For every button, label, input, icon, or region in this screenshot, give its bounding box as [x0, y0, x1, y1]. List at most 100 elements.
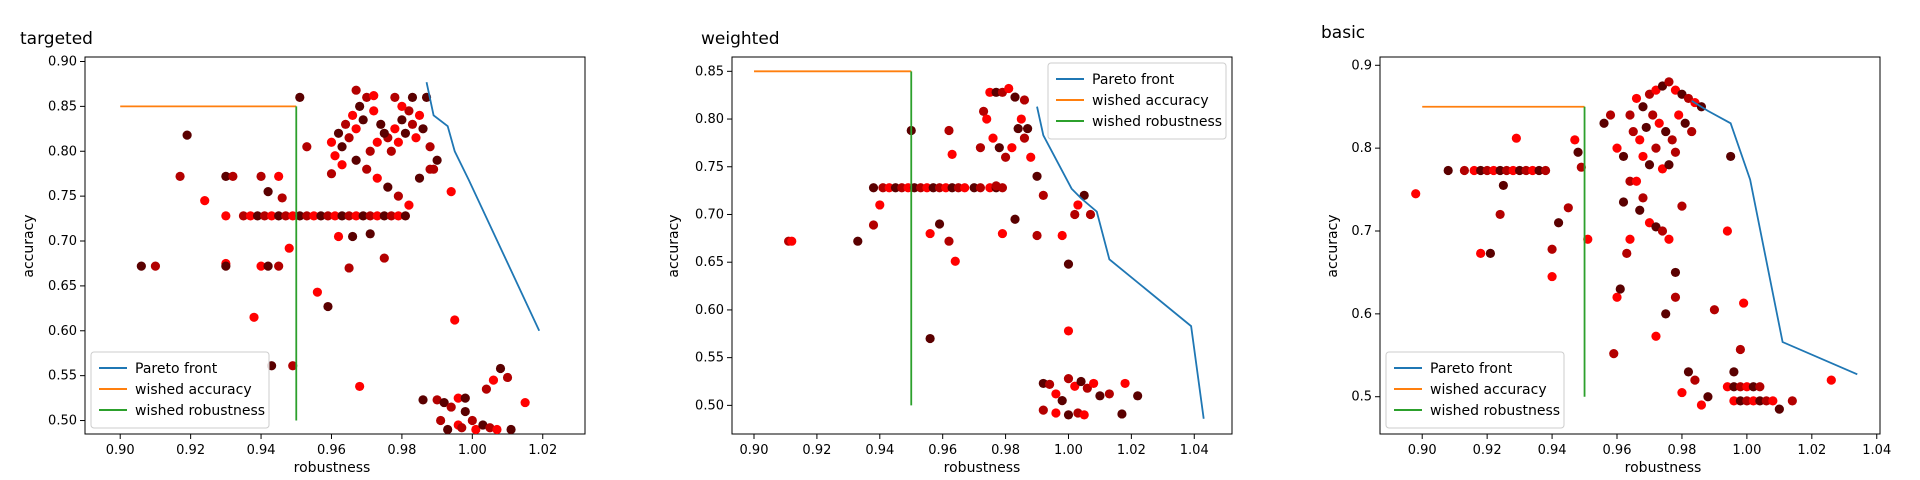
scatter-point [295, 211, 305, 221]
scatter-point [1063, 374, 1074, 384]
scatter-point [960, 183, 970, 193]
scatter-point [1032, 171, 1042, 181]
scatter-point [478, 420, 488, 430]
scatter-point [1076, 376, 1086, 387]
scatter-point [450, 315, 460, 325]
scatter-point [432, 395, 442, 405]
x-tick-label: 0.98 [991, 443, 1020, 458]
scatter-point [1104, 389, 1114, 399]
scatter-point [397, 101, 407, 111]
scatter-point [1511, 133, 1521, 143]
scatter-point [1664, 160, 1674, 170]
scatter-point [372, 173, 382, 183]
scatter-point [221, 211, 231, 221]
scatter-point [1038, 190, 1048, 200]
scatter-point [941, 183, 951, 193]
scatter-point [1010, 214, 1020, 224]
scatter-point [1605, 110, 1616, 120]
scatter-point [432, 155, 442, 165]
scatter-point [351, 85, 361, 95]
scatter-point [947, 149, 957, 159]
chart-title: targeted [20, 29, 93, 49]
scatter-point [1726, 151, 1736, 162]
scatter-point [150, 261, 161, 271]
scatter-point [288, 211, 298, 221]
scatter-point [1095, 391, 1105, 401]
x-tick-label: 0.92 [176, 443, 205, 458]
scatter-point [277, 193, 287, 203]
scatter-point [1735, 344, 1745, 355]
scatter-point [868, 183, 879, 193]
scatter-point [1612, 292, 1622, 302]
scatter-point [288, 361, 298, 371]
scatter-point [982, 114, 992, 124]
scatter-point [1722, 382, 1733, 392]
scatter-point [274, 171, 284, 181]
scatter-point [1495, 165, 1505, 176]
scatter-point [326, 169, 337, 179]
scatter-point [326, 137, 337, 147]
y-tick-label: 0.65 [48, 279, 77, 294]
scatter-point [922, 183, 932, 193]
scatter-point [1089, 378, 1099, 389]
scatter-point [925, 333, 935, 344]
scatter-point [390, 124, 400, 134]
y-axis-label: accuracy [1325, 214, 1341, 277]
plot-area: 0.90 0.92 0.94 0.96 0.98 1.00 1.02 1.04 0.5 0.6 0.… [1351, 56, 1891, 458]
scatter-point [467, 415, 477, 426]
scatter-point [1079, 410, 1089, 420]
scatter-point [439, 397, 449, 408]
scatter-point [263, 261, 273, 271]
scatter-point [348, 231, 358, 242]
scatter-point [1729, 382, 1739, 392]
scatter-point [787, 236, 797, 246]
scatter-point [1739, 298, 1749, 308]
legend: Pareto front wished accuracy wished robust… [1385, 351, 1565, 429]
scatter-point [1515, 165, 1525, 176]
scatter-point [411, 133, 421, 143]
scatter-point [1657, 226, 1668, 236]
scatter-point [991, 87, 1001, 97]
scatter-point [1631, 176, 1642, 186]
scatter-point [1599, 118, 1609, 128]
pareto-front-line [1036, 106, 1205, 419]
scatter-point [372, 211, 382, 221]
x-tick-label: 1.02 [1797, 443, 1826, 458]
scatter-point [1521, 165, 1531, 176]
scatter-point [1057, 395, 1067, 406]
scatter-point [1742, 382, 1752, 392]
scatter-point [1070, 209, 1080, 220]
scatter-point [1570, 135, 1580, 145]
scatter-point [1618, 197, 1629, 207]
scatter-point [944, 125, 954, 136]
scatter-point [1070, 381, 1080, 391]
scatter-point [975, 183, 986, 193]
scatter-point [428, 164, 439, 174]
scatter-point [1615, 284, 1625, 294]
scatter-point [397, 115, 407, 125]
scatter-point [1443, 165, 1453, 176]
scatter-point [1502, 165, 1512, 176]
scatter-point [407, 92, 418, 102]
scatter-point [1638, 151, 1648, 162]
scatter-point [337, 142, 347, 152]
scatter-point [1628, 126, 1638, 137]
scatter-point [1667, 135, 1677, 145]
scatter-point [302, 142, 312, 152]
scatter-point [934, 219, 945, 229]
scatter-point [333, 128, 344, 138]
scatter-point [358, 211, 368, 221]
scatter-point [1004, 83, 1014, 94]
scatter-point [256, 171, 266, 181]
scatter-point [1709, 305, 1720, 315]
scatter-point [330, 151, 340, 161]
scatter-point [1495, 209, 1505, 220]
scatter-point [1722, 226, 1733, 236]
scatter-point [925, 228, 935, 239]
scatter-point [506, 424, 516, 434]
scatter-point [1787, 396, 1797, 406]
scatter-point [404, 200, 414, 210]
scatter-point [256, 261, 266, 271]
scatter-point [1476, 248, 1486, 258]
scatter-point [369, 106, 379, 116]
